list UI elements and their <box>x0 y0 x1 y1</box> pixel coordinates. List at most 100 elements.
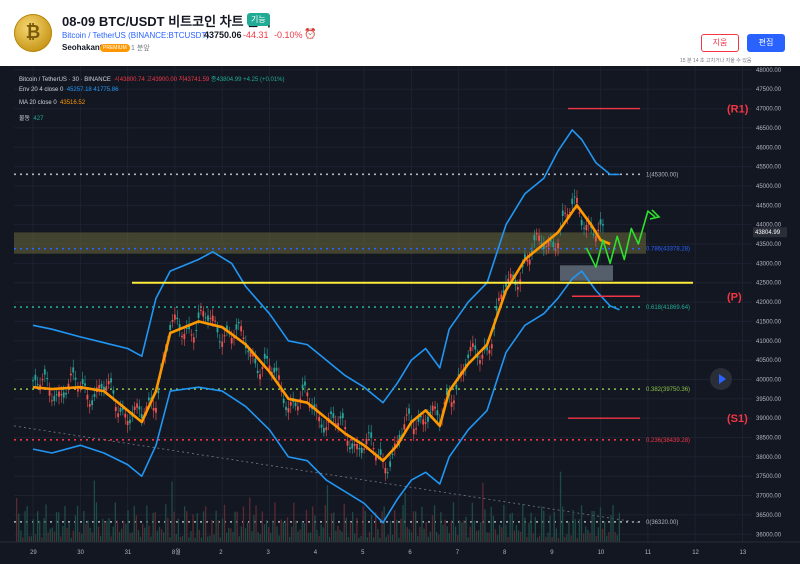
volume-bar <box>358 537 360 542</box>
candle-body <box>344 427 347 430</box>
volume-bar <box>131 532 133 542</box>
volume-bar <box>553 511 555 542</box>
volume-bar <box>543 510 545 542</box>
candle-body <box>266 355 269 359</box>
volume-bar <box>205 506 207 542</box>
volume-bar <box>404 492 406 542</box>
price-tick-label: 45000.00 <box>756 184 782 190</box>
candle-body <box>594 236 597 242</box>
volume-bar <box>129 533 131 542</box>
candle-body <box>427 416 429 422</box>
candle-body <box>91 400 94 406</box>
price-tick-label: 40500.00 <box>756 358 782 364</box>
candle-body <box>417 416 420 422</box>
volume-bar <box>97 526 100 542</box>
volume-bar <box>536 537 539 542</box>
volume-bar <box>526 536 528 542</box>
fib-level-label: 0.236(38439.28) <box>646 438 690 444</box>
candle-body <box>126 420 129 425</box>
volume-bar <box>429 531 431 542</box>
candle-body <box>34 374 37 381</box>
replay-play-button[interactable] <box>710 368 732 390</box>
volume-bar <box>331 513 333 542</box>
chart-area[interactable]: 1(45300.00) 0.786(43378.28) 0.618(41869.64… <box>0 66 800 564</box>
candle-body <box>136 403 138 408</box>
candle-body <box>585 224 588 231</box>
volume-bar <box>297 531 299 542</box>
volume-bar <box>345 517 347 542</box>
volume-bar <box>76 505 79 542</box>
volume-bar <box>524 517 526 542</box>
candle-body <box>223 335 226 337</box>
volume-bar <box>547 532 549 542</box>
price-tick-label: 46500.00 <box>756 126 782 132</box>
candle-body <box>117 413 120 418</box>
volume-bar <box>47 532 49 542</box>
candle-body <box>235 324 238 330</box>
candle-body <box>571 198 574 205</box>
volume-bar <box>276 526 278 542</box>
candle-body <box>469 347 472 352</box>
candle-body <box>542 243 545 249</box>
candle-body <box>587 223 590 225</box>
candle-body <box>561 210 564 216</box>
candle-body <box>375 455 377 461</box>
alarm-clock-icon[interactable]: ⏰ <box>304 29 317 40</box>
time-tick-label: 8 <box>503 550 507 556</box>
candle-body <box>573 196 576 198</box>
candle-body <box>429 411 432 414</box>
edit-button[interactable]: 편집 <box>747 34 785 52</box>
volume-bar <box>240 526 242 542</box>
volume-bar <box>354 533 356 542</box>
volume-bar <box>343 504 345 542</box>
candle-body <box>218 341 221 343</box>
delete-button[interactable]: 지움 <box>701 34 739 52</box>
symbol-link[interactable]: Bitcoin / TetherUS (BINANCE:BTCUSDT) <box>62 31 209 40</box>
author-name[interactable]: Seohakant <box>62 43 103 52</box>
volume-bar <box>595 536 597 542</box>
candle-body <box>424 422 427 424</box>
volume-bar <box>559 471 562 542</box>
time-tick-label: 29 <box>30 550 37 556</box>
volume-bar <box>60 536 62 542</box>
candle-body <box>396 440 399 442</box>
candle-body <box>98 385 101 389</box>
volume-bar <box>415 511 417 542</box>
chart-svg[interactable]: 1(45300.00) 0.786(43378.28) 0.618(41869.64… <box>0 66 800 564</box>
candle-body <box>505 282 507 287</box>
legend-ohlc: Bitcoin / TetherUS · 30 · BINANCE 시43800… <box>19 77 285 83</box>
volume-bar <box>22 537 24 542</box>
volume-bar <box>20 530 22 542</box>
volume-bar <box>549 515 551 542</box>
volume-bar <box>177 518 179 542</box>
candle-body <box>516 287 519 290</box>
volume-bar <box>352 512 354 542</box>
volume-bar <box>79 532 81 542</box>
time-tick-label: 10 <box>598 550 605 556</box>
volume-bar <box>574 519 576 542</box>
volume-bar <box>448 533 450 542</box>
volume-bar <box>478 530 480 542</box>
volume-bar <box>163 532 165 542</box>
candle-body <box>337 423 339 429</box>
candle-body <box>294 402 297 407</box>
pivot-label: (P) <box>727 291 742 303</box>
volume-bar <box>604 521 606 542</box>
candle-body <box>320 424 323 428</box>
candle-body <box>524 254 526 260</box>
candle-body <box>259 374 261 380</box>
volume-bar <box>194 537 196 542</box>
volume-bar <box>398 537 400 542</box>
series-line <box>585 210 656 268</box>
volume-bar <box>583 533 585 542</box>
volume-bar <box>91 532 93 542</box>
price-tick-label: 39500.00 <box>756 397 782 403</box>
volume-bar <box>438 534 440 542</box>
volume-bar <box>427 536 429 542</box>
volume-bar <box>452 502 455 542</box>
volume-bar <box>16 498 18 542</box>
volume-bar <box>509 513 511 542</box>
volume-bar <box>347 536 350 542</box>
volume-bar <box>175 533 177 542</box>
volume-bar <box>291 526 293 542</box>
